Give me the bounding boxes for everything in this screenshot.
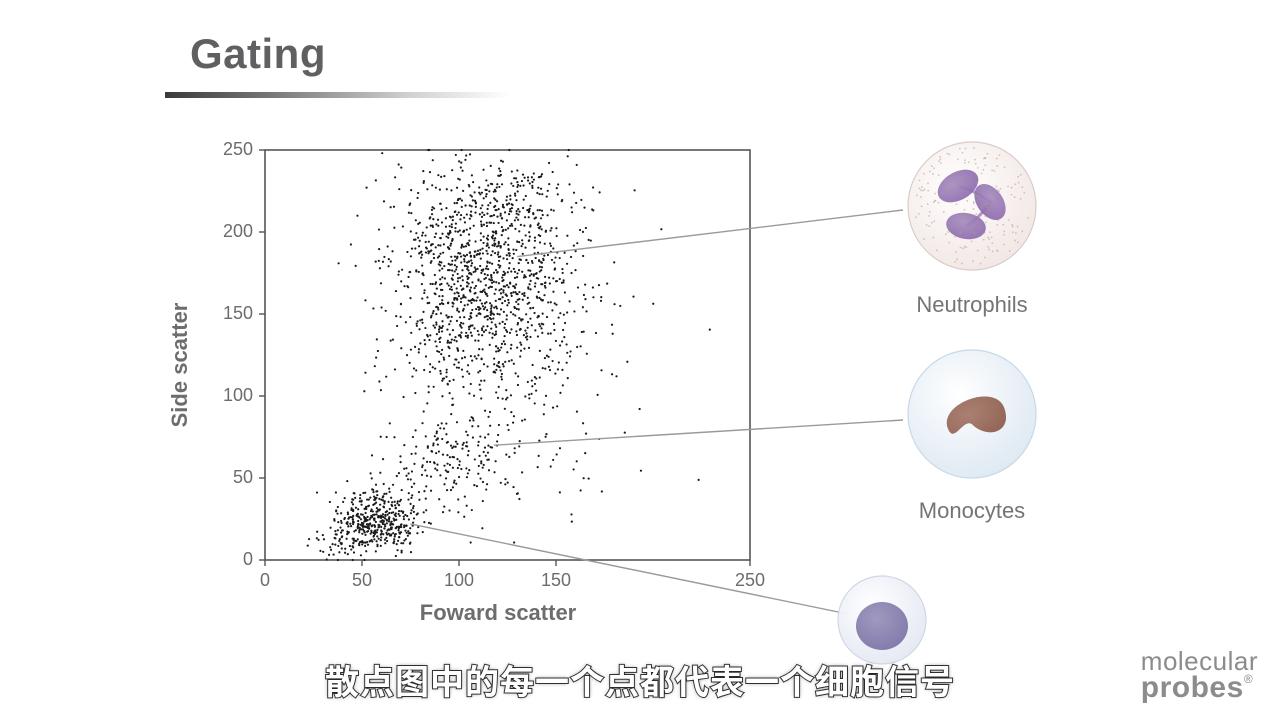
x-tick: 100 <box>439 570 479 591</box>
y-tick: 100 <box>203 385 253 406</box>
x-tick: 150 <box>536 570 576 591</box>
logo-line-2: probes <box>1141 674 1244 703</box>
x-tick: 50 <box>342 570 382 591</box>
y-tick: 200 <box>203 221 253 242</box>
y-tick: 250 <box>203 139 253 160</box>
y-tick: 0 <box>203 549 253 570</box>
monocytes-label: Monocytes <box>892 498 1052 524</box>
logo-registered: ® <box>1244 672 1253 686</box>
subtitle-caption: 散点图中的每一个点都代表一个细胞信号 <box>325 655 955 704</box>
x-axis-label: Foward scatter <box>420 600 577 626</box>
brand-logo: molecular probes® <box>1141 649 1258 702</box>
logo-line-1: molecular <box>1141 649 1258 674</box>
x-tick: 0 <box>245 570 285 591</box>
y-tick: 150 <box>203 303 253 324</box>
y-tick: 50 <box>203 467 253 488</box>
neutrophils-label: Neutrophils <box>892 292 1052 318</box>
y-axis-label: Side scatter <box>167 303 193 428</box>
x-tick: 250 <box>730 570 770 591</box>
